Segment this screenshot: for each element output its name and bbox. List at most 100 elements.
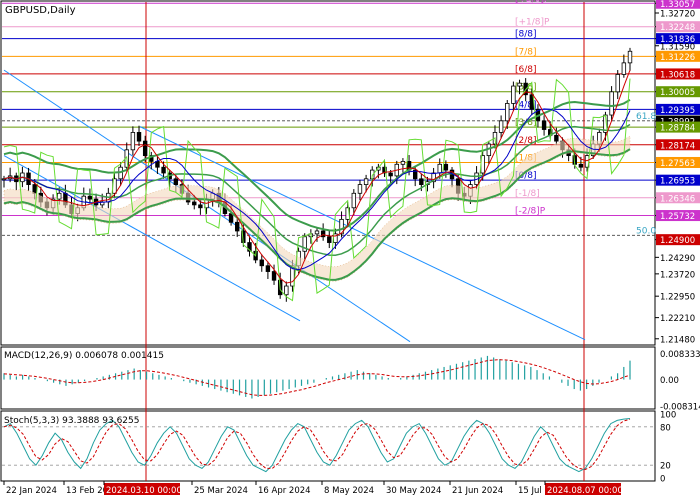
candle-body — [161, 166, 166, 174]
murrey-label: [8/8] — [515, 30, 537, 40]
price-tick-label: 1.28784 — [660, 124, 695, 134]
stoch-title: Stoch(5,3,3) 93.3888 93.6255 — [4, 416, 139, 426]
price-tag — [656, 103, 700, 115]
price-tag — [656, 68, 700, 80]
date-tag — [545, 483, 621, 495]
price-tick-label: 1.24900 — [660, 236, 695, 246]
macd-pane-frame — [0, 346, 656, 410]
candle-body — [142, 140, 148, 157]
candle-body — [388, 172, 393, 177]
candle-body — [511, 85, 516, 104]
stoch-tick-label: 20 — [660, 462, 671, 472]
middle-band-line — [3, 123, 631, 256]
candle-body — [198, 204, 203, 209]
price-tick-label: 1.32248 — [660, 23, 695, 33]
price-tag — [656, 0, 700, 9]
candle-body — [339, 218, 344, 235]
lower-band-line — [3, 148, 631, 281]
date-tick-label: 15 Jul 2024 — [518, 486, 566, 496]
date-tick-label: 30 May 2024 — [386, 486, 441, 496]
candle-body — [363, 178, 369, 185]
price-tick-label: 1.26953 — [660, 177, 695, 187]
fib-label: 61.8 — [636, 112, 656, 122]
candle-body — [228, 213, 234, 223]
price-tick-label: 1.33057 — [660, 0, 695, 10]
candle-body — [505, 103, 510, 122]
candle-body — [327, 236, 332, 243]
candle-body — [192, 201, 197, 206]
stoch-layer: 100 80 20 0 — [2, 411, 676, 485]
macd-title: MACD(12,26,9) 0.006078 0.001415 — [4, 351, 164, 361]
candle-body — [382, 166, 387, 174]
price-tick-label: 1.30618 — [660, 70, 695, 80]
channel-line — [3, 155, 301, 322]
price-tag — [656, 21, 700, 33]
date-tick-label: 2024.08.07 00:00 — [547, 486, 623, 496]
murrey-label: [-1/8] — [515, 189, 540, 199]
channel-line — [139, 126, 586, 341]
price-tag — [656, 115, 700, 127]
candle-body — [419, 178, 424, 185]
price-tag — [656, 139, 700, 151]
date-tick-label: 25 Mar 2024 — [194, 486, 248, 496]
date-tick-label: 21 Jun 2024 — [452, 486, 503, 496]
price-tag — [656, 50, 700, 62]
murrey-label: [6/8] — [515, 65, 537, 75]
murrey-label: [+1/8]P — [515, 18, 550, 28]
main-chart-layer: [+2/8]P[+1/8]P[8/8][7/8][6/8][5/8][4/8][… — [1, 0, 656, 481]
candle-body — [621, 62, 627, 75]
murrey-label: [7/8] — [515, 47, 537, 57]
candle-body — [351, 192, 357, 209]
price-tag — [656, 121, 700, 133]
price-tick-label: 1.31836 — [660, 35, 695, 45]
stoch-tick-label: 80 — [660, 423, 671, 433]
candle-body — [400, 161, 406, 165]
date-tick-label: 16 Apr 2024 — [258, 486, 311, 496]
murrey-label: [2/8] — [515, 136, 537, 146]
price-tag — [656, 156, 700, 168]
window-title: GBPUSD,Daily — [5, 5, 76, 16]
macd-tick-label: 0.008333 — [660, 350, 700, 360]
price-tick-label: 1.27563 — [660, 159, 695, 169]
macd-tick-label: -0.008314 — [660, 402, 700, 412]
macd-signal-line — [3, 359, 631, 396]
macd-tick-label: 0.00 — [660, 376, 679, 386]
price-tag — [656, 86, 700, 98]
candle-body — [627, 50, 633, 64]
murrey-label: [+2/8]P — [515, 0, 550, 4]
price-tick-label: 1.25732 — [660, 212, 695, 222]
candle-body — [437, 163, 442, 174]
upper-band-line — [3, 98, 631, 232]
candle-body — [271, 271, 277, 281]
price-tick-label: 1.30005 — [660, 88, 695, 98]
price-tag — [656, 210, 700, 222]
candle-body — [431, 172, 436, 183]
price-tick-label: 1.23720 — [660, 270, 695, 280]
date-tick-label: 13 Feb 2024 — [66, 486, 119, 496]
date-tick-label: 22 Jan 2024 — [6, 486, 57, 496]
candle-body — [259, 259, 264, 267]
price-tag — [656, 192, 700, 204]
candle-body — [517, 82, 522, 87]
candle-body — [87, 195, 93, 200]
candle-body — [57, 192, 62, 200]
candle-body — [615, 74, 620, 93]
candle-body — [314, 230, 320, 235]
date-tag — [104, 483, 180, 495]
blue-ma-line — [3, 108, 631, 271]
price-tick-label: 1.26346 — [660, 194, 695, 204]
candle-body — [155, 161, 160, 168]
murrey-label: [4/8] — [515, 100, 537, 110]
ichimoku-cloud — [3, 135, 631, 282]
candle-body — [136, 132, 142, 142]
candle-body — [609, 91, 614, 116]
macd-layer: 0.008333 0.00 -0.008314 — [3, 350, 700, 412]
murrey-label: [-2/8]P — [515, 207, 546, 217]
envelope-line — [3, 78, 631, 302]
candle-body — [32, 184, 37, 194]
candle-body — [498, 120, 504, 133]
candle-body — [443, 163, 449, 171]
